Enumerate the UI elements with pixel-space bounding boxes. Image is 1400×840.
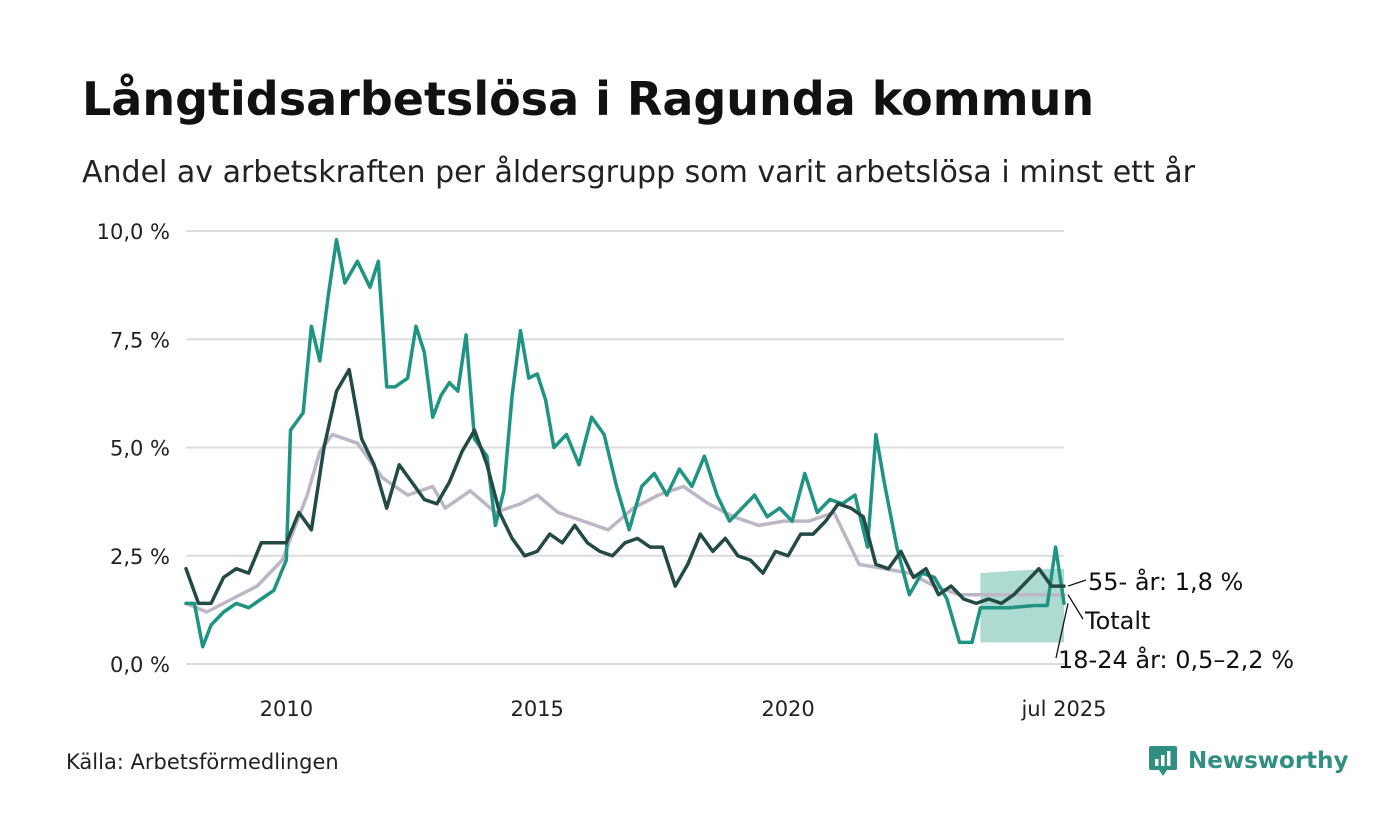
source-note: Källa: Arbetsförmedlingen [66,750,339,774]
y-tick-label: 0,0 % [110,653,170,677]
label-leader-line [1067,579,1087,587]
label-leader-line [1067,594,1084,620]
series-end-label: 18-24 år: 0,5–2,2 % [1058,645,1294,674]
y-tick-label: 7,5 % [110,328,170,352]
y-tick-label: 2,5 % [110,545,170,569]
label-leader-line [1055,603,1069,659]
x-tick-label: 2015 [510,697,563,721]
x-tick-label: jul 2025 [1020,697,1106,721]
y-axis-ticks: 0,0 % 2,5 % 5,0 % 7,5 % 10,0 % [97,220,170,677]
x-axis-ticks: 2010 2015 2020 jul 2025 [260,697,1107,721]
x-tick-label: 2020 [761,697,814,721]
series-lines [184,237,1066,649]
brand-name: Newsworthy [1188,748,1349,774]
series-line-older [184,367,1066,606]
gridlines [186,230,1064,665]
brand-logo: Newsworthy [1148,744,1349,778]
chart-title: Långtidsarbetslösa i Ragunda kommun [82,72,1095,126]
series-end-label: 55- år: 1,8 % [1088,567,1243,596]
end-labels: Totalt 18-24 år: 0,5–2,2 % 55- år: 1,8 % [1055,567,1294,674]
series-line-youth [184,237,1066,649]
y-tick-label: 5,0 % [110,437,170,461]
chart-subtitle: Andel av arbetskraften per åldersgrupp s… [82,155,1195,190]
series-end-label: Totalt [1084,607,1150,635]
y-tick-label: 10,0 % [97,220,170,244]
newsworthy-logo-icon [1149,746,1177,776]
x-tick-label: 2010 [260,697,313,721]
